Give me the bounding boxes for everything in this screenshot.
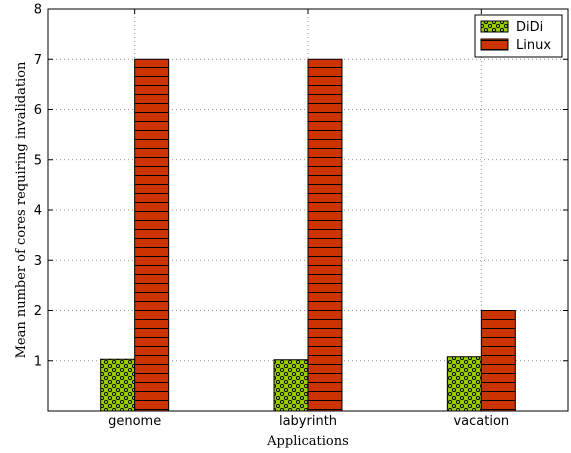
y-axis-label: Mean number of cores requiring invalidat… (14, 61, 29, 358)
y-tick-label: 6 (34, 103, 42, 118)
x-tick-label: vacation (453, 414, 509, 429)
bar-linux-labyrinth (307, 58, 343, 412)
x-tick-label: labyrinth (279, 414, 337, 429)
y-tick-label: 7 (34, 53, 42, 68)
legend-label-didi: DiDi (516, 20, 543, 35)
bar-didi-vacation (446, 356, 482, 412)
bar-didi-genome (100, 358, 136, 412)
bar-linux-genome (134, 58, 170, 412)
x-tick-label: genome (108, 414, 161, 429)
y-tick-label: 3 (34, 254, 42, 269)
legend-label-linux: Linux (516, 38, 551, 53)
y-tick-label: 5 (34, 153, 42, 168)
bar-linux-vacation (480, 310, 516, 412)
y-tick-label: 8 (34, 3, 42, 18)
legend-swatch-didi (480, 20, 509, 33)
legend-swatch-linux (480, 38, 509, 51)
y-tick-label: 4 (34, 204, 42, 219)
y-tick-label: 1 (34, 354, 42, 369)
bar-didi-labyrinth (273, 359, 309, 412)
y-tick-label: 2 (34, 304, 42, 319)
axis-ticks: 1 2 3 4 5 6 7 8 genome labyrinth vacation (34, 3, 568, 429)
bars (100, 58, 516, 412)
x-axis-label: Applications (266, 434, 349, 449)
legend: DiDi Linux (474, 14, 563, 58)
